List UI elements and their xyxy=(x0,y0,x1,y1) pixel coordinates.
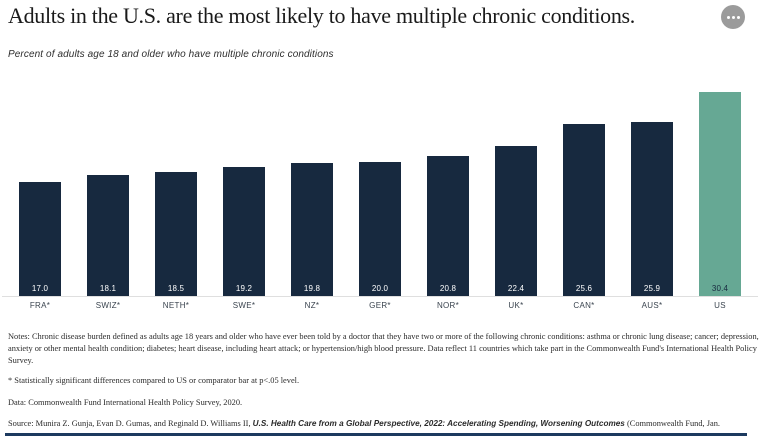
footnotes: Notes: Chronic disease burden defined as… xyxy=(8,331,762,428)
bar-slot: 30.4 xyxy=(686,92,754,296)
x-axis-line xyxy=(2,296,758,297)
bar-value-label: 20.8 xyxy=(439,284,457,293)
bar-slot: 25.6 xyxy=(550,124,618,296)
bar-aus: 25.9 xyxy=(631,122,673,296)
bar-neth: 18.5 xyxy=(155,172,197,296)
source-suffix: (Commonwealth Fund, Jan. xyxy=(624,419,721,428)
category-label: SWIZ* xyxy=(95,301,121,310)
bar-value-label: 17.0 xyxy=(31,284,49,293)
ellipsis-icon xyxy=(726,15,730,19)
significance-note: * Statistically significant differences … xyxy=(8,376,300,385)
category-label: NOR* xyxy=(436,301,460,310)
notes-text: Notes: Chronic disease burden defined as… xyxy=(8,332,759,366)
category-label: SWE* xyxy=(232,301,256,310)
more-options-button[interactable] xyxy=(721,5,745,29)
bar-ger: 20.0 xyxy=(359,162,401,296)
bar-value-label: 25.6 xyxy=(575,284,593,293)
bar-fra: 17.0 xyxy=(19,182,61,296)
bar-value-label: 22.4 xyxy=(507,284,525,293)
bottom-rule xyxy=(5,433,747,436)
bar-swe: 19.2 xyxy=(223,167,265,296)
data-credit: Data: Commonwealth Fund International He… xyxy=(8,398,243,407)
bar-value-label: 19.8 xyxy=(303,284,321,293)
bar-value-label: 19.2 xyxy=(235,284,253,293)
bar-slot: 18.5 xyxy=(142,172,210,296)
bar-slot: 19.8 xyxy=(278,163,346,296)
category-label: CAN* xyxy=(573,301,595,310)
ellipsis-icon xyxy=(731,15,735,19)
source-prefix: Source: Munira Z. Gunja, Evan D. Gumas, … xyxy=(8,419,253,428)
bar-value-label: 30.4 xyxy=(711,284,729,293)
bar-slot: 17.0 xyxy=(6,182,74,296)
bar-slot: 22.4 xyxy=(482,146,550,296)
bar-slot: 20.8 xyxy=(414,156,482,296)
page-title: Adults in the U.S. are the most likely t… xyxy=(8,3,636,28)
bar-nor: 20.8 xyxy=(427,156,469,296)
category-label: UK* xyxy=(508,301,524,310)
bar-slot: 25.9 xyxy=(618,122,686,296)
category-label: FRA* xyxy=(29,301,51,310)
bar-slot: 19.2 xyxy=(210,167,278,296)
category-label: NZ* xyxy=(304,301,320,310)
bars-row: 17.0 18.1 18.5 19.2 19.8 20.0 20.8 22.4 25.6 25.9… xyxy=(6,90,754,296)
bar-swiz: 18.1 xyxy=(87,175,129,296)
category-labels-row: FRA* SWIZ* NETH* SWE* NZ* GER* NOR* UK* CAN* AUS*… xyxy=(6,301,754,310)
ellipsis-icon xyxy=(736,15,740,19)
bar-can: 25.6 xyxy=(563,124,605,296)
bar-uk: 22.4 xyxy=(495,146,537,296)
source-publication-title: U.S. Health Care from a Global Perspecti… xyxy=(252,419,625,428)
category-label: GER* xyxy=(369,301,391,310)
bar-slot: 18.1 xyxy=(74,175,142,296)
category-label: US xyxy=(714,301,726,310)
chart-subtitle: Percent of adults age 18 and older who h… xyxy=(8,49,334,60)
bar-value-label: 20.0 xyxy=(371,284,389,293)
category-label: NETH* xyxy=(162,301,190,310)
bar-nz: 19.8 xyxy=(291,163,333,296)
bar-slot: 20.0 xyxy=(346,162,414,296)
category-label: AUS* xyxy=(641,301,663,310)
bar-value-label: 18.1 xyxy=(99,284,117,293)
bar-us: 30.4 xyxy=(699,92,741,296)
bar-chart: 17.0 18.1 18.5 19.2 19.8 20.0 20.8 22.4 25.6 25.9… xyxy=(2,90,758,310)
bar-value-label: 18.5 xyxy=(167,284,185,293)
source-credit: Source: Munira Z. Gunja, Evan D. Gumas, … xyxy=(8,419,720,428)
bar-value-label: 25.9 xyxy=(643,284,661,293)
